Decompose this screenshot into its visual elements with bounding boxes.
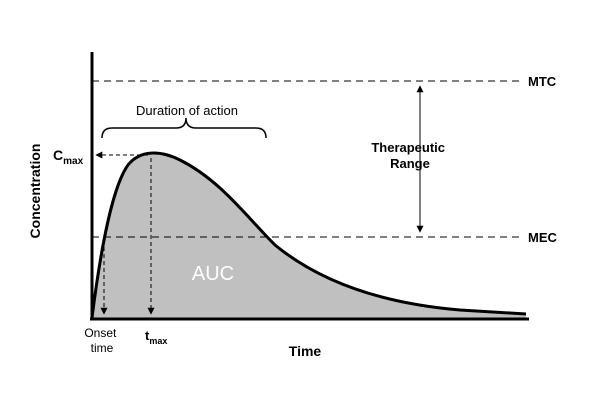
onset-label: Onset time — [84, 326, 119, 355]
onset-label-line1: Onset — [84, 326, 117, 340]
cmax-main: C — [53, 147, 63, 163]
duration-brace — [101, 117, 267, 139]
y-axis-label: Concentration — [27, 144, 43, 239]
auc-label: AUC — [192, 263, 234, 285]
duration-label: Duration of action — [136, 103, 238, 118]
onset-label-line2: time — [91, 341, 114, 355]
tmax-main: t — [145, 328, 150, 343]
cmax-label: Cmax — [53, 147, 84, 167]
range-label: Therapeutic Range — [371, 140, 448, 171]
x-axis-label: Time — [289, 343, 322, 359]
cmax-sub: max — [63, 156, 83, 167]
mtc-label: MTC — [528, 74, 557, 89]
tmax-label: tmax — [145, 328, 167, 346]
auc-area — [92, 153, 526, 318]
mec-label: MEC — [528, 230, 558, 245]
tmax-sub: max — [149, 336, 167, 346]
range-label-line2: Range — [390, 156, 430, 171]
concentration-curve — [90, 151, 527, 319]
range-label-line1: Therapeutic — [371, 140, 445, 155]
